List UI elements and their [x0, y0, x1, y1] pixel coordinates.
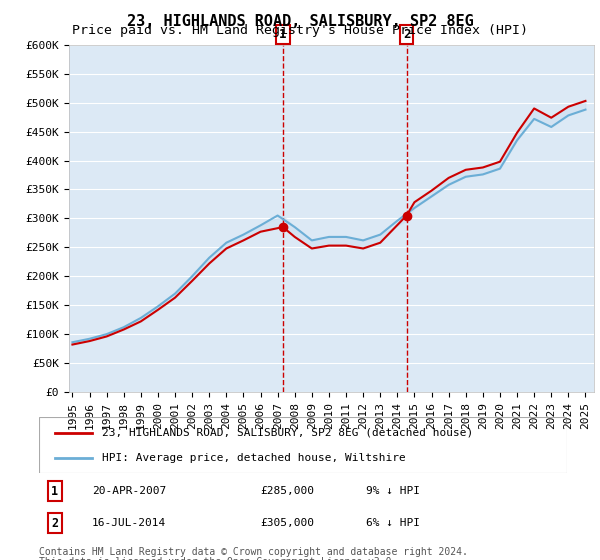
Text: 20-APR-2007: 20-APR-2007	[92, 486, 166, 496]
Text: 1: 1	[51, 485, 58, 498]
Text: This data is licensed under the Open Government Licence v3.0.: This data is licensed under the Open Gov…	[39, 557, 397, 560]
Text: Contains HM Land Registry data © Crown copyright and database right 2024.: Contains HM Land Registry data © Crown c…	[39, 547, 468, 557]
Text: £305,000: £305,000	[261, 519, 315, 529]
Text: £285,000: £285,000	[261, 486, 315, 496]
Text: 2: 2	[403, 29, 410, 41]
Text: 2: 2	[51, 517, 58, 530]
Text: Price paid vs. HM Land Registry's House Price Index (HPI): Price paid vs. HM Land Registry's House …	[72, 24, 528, 37]
Text: 9% ↓ HPI: 9% ↓ HPI	[367, 486, 421, 496]
Text: 23, HIGHLANDS ROAD, SALISBURY, SP2 8EG (detached house): 23, HIGHLANDS ROAD, SALISBURY, SP2 8EG (…	[103, 428, 473, 438]
Text: 16-JUL-2014: 16-JUL-2014	[92, 519, 166, 529]
Text: 6% ↓ HPI: 6% ↓ HPI	[367, 519, 421, 529]
Text: HPI: Average price, detached house, Wiltshire: HPI: Average price, detached house, Wilt…	[103, 452, 406, 463]
Text: 1: 1	[279, 29, 287, 41]
Text: 23, HIGHLANDS ROAD, SALISBURY, SP2 8EG: 23, HIGHLANDS ROAD, SALISBURY, SP2 8EG	[127, 14, 473, 29]
